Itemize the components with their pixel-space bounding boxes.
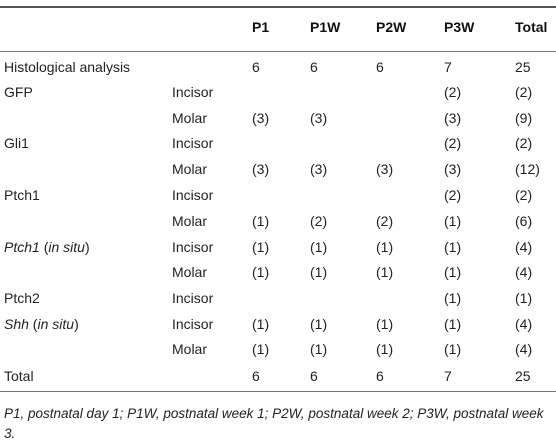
cell-total: 25 — [515, 368, 531, 384]
cell-p1w: (3) — [310, 161, 328, 177]
cell-total: (4) — [515, 239, 533, 255]
table-footnote: P1, postnatal day 1; P1W, postnatal week… — [4, 406, 544, 441]
cell-total: (6) — [515, 213, 533, 229]
cell-p1w: (3) — [310, 110, 328, 126]
row-label: GFP — [4, 84, 33, 100]
row-label-method: (in situ) — [28, 316, 79, 332]
header-p1: P1 — [252, 19, 270, 35]
row-sublabel: Molar — [172, 264, 208, 280]
cell-p1w: (2) — [310, 213, 328, 229]
cell-p1w: (1) — [310, 316, 328, 332]
header-p2w: P2W — [376, 19, 407, 35]
cell-p1w: (1) — [310, 341, 328, 357]
cell-p3w: (1) — [444, 290, 462, 306]
row-sublabel: Incisor — [172, 239, 214, 255]
table-row: Molar (1) (1) (1) (1) (4) — [0, 260, 556, 284]
cell-p3w: 7 — [444, 59, 452, 75]
cell-p2w: (1) — [376, 239, 394, 255]
table-top-rule — [0, 6, 556, 8]
row-label: Total — [4, 368, 34, 384]
cell-p3w: (3) — [444, 161, 462, 177]
cell-p1: (1) — [252, 239, 270, 255]
row-label-gene: Shh — [4, 316, 29, 332]
cell-p1: (1) — [252, 341, 270, 357]
row-label: Gli1 — [4, 135, 29, 151]
cell-p2w: 6 — [376, 59, 384, 75]
cell-total: (1) — [515, 290, 533, 306]
cell-total: (12) — [515, 161, 540, 177]
cell-p3w: (1) — [444, 341, 462, 357]
cell-total: (4) — [515, 316, 533, 332]
row-sublabel: Incisor — [172, 135, 214, 151]
row-sublabel: Molar — [172, 161, 208, 177]
cell-p1w: (1) — [310, 264, 328, 280]
cell-p2w: (3) — [376, 161, 394, 177]
cell-total: 25 — [515, 59, 531, 75]
cell-p1w: (1) — [310, 239, 328, 255]
cell-p1: (3) — [252, 110, 270, 126]
header-p1w: P1W — [310, 19, 341, 35]
cell-p1: (1) — [252, 316, 270, 332]
table-bottom-rule — [0, 391, 556, 392]
cell-p2w: (1) — [376, 316, 394, 332]
row-label-gene: Ptch1 — [4, 239, 40, 255]
table-row: GFP Incisor (2) (2) — [0, 80, 556, 104]
header-p3w: P3W — [444, 19, 475, 35]
table-row: Ptch2 Incisor (1) (1) — [0, 286, 556, 310]
cell-p3w: (2) — [444, 84, 462, 100]
row-sublabel: Molar — [172, 341, 208, 357]
header-divider — [0, 51, 556, 52]
cell-p2w: (1) — [376, 341, 394, 357]
cell-p1: (3) — [252, 161, 270, 177]
cell-p1w: 6 — [310, 59, 318, 75]
cell-total: (4) — [515, 264, 533, 280]
row-sublabel: Incisor — [172, 290, 214, 306]
cell-p3w: (3) — [444, 110, 462, 126]
cell-p2w: (1) — [376, 264, 394, 280]
table-row: Molar (1) (2) (2) (1) (6) — [0, 209, 556, 233]
row-label: Shh (in situ) — [4, 312, 79, 336]
row-label: Ptch2 — [4, 290, 40, 306]
cell-p1: (1) — [252, 213, 270, 229]
cell-p1w: 6 — [310, 368, 318, 384]
cell-p3w: (2) — [444, 187, 462, 203]
cell-total: (9) — [515, 110, 533, 126]
table-row: Histological analysis 6 6 6 7 25 — [0, 55, 556, 79]
cell-p1: (1) — [252, 264, 270, 280]
cell-total: (2) — [515, 135, 533, 151]
row-sublabel: Molar — [172, 110, 208, 126]
cell-p3w: (2) — [444, 135, 462, 151]
cell-p1: 6 — [252, 59, 260, 75]
row-sublabel: Incisor — [172, 316, 214, 332]
row-sublabel: Incisor — [172, 84, 214, 100]
table-row: Molar (3) (3) (3) (3) (12) — [0, 157, 556, 181]
row-label-method: (in situ) — [39, 239, 90, 255]
row-label: Ptch1 — [4, 187, 40, 203]
row-sublabel: Molar — [172, 213, 208, 229]
row-sublabel: Incisor — [172, 187, 214, 203]
cell-total: (2) — [515, 84, 533, 100]
cell-total: (2) — [515, 187, 533, 203]
cell-p3w: (1) — [444, 213, 462, 229]
table-row: Ptch1 Incisor (2) (2) — [0, 183, 556, 207]
table-header-row: P1 P1W P2W P3W Total — [0, 15, 556, 39]
table-row: Gli1 Incisor (2) (2) — [0, 131, 556, 155]
cell-p3w: 7 — [444, 368, 452, 384]
cell-p2w: 6 — [376, 368, 384, 384]
table-row: Molar (3) (3) (3) (9) — [0, 106, 556, 130]
table-row: Ptch1 (in situ) Incisor (1) (1) (1) (1) (4) — [0, 235, 556, 259]
table-row: Shh (in situ) Incisor (1) (1) (1) (1) (4) — [0, 312, 556, 336]
row-label: Histological analysis — [4, 59, 131, 75]
cell-total: (4) — [515, 341, 533, 357]
table-row: Total 6 6 6 7 25 — [0, 364, 556, 388]
cell-p3w: (1) — [444, 264, 462, 280]
cell-p1: 6 — [252, 368, 260, 384]
row-label: Ptch1 (in situ) — [4, 235, 90, 259]
table-row: Molar (1) (1) (1) (1) (4) — [0, 337, 556, 361]
cell-p2w: (2) — [376, 213, 394, 229]
header-total: Total — [515, 19, 548, 35]
cell-p3w: (1) — [444, 316, 462, 332]
cell-p3w: (1) — [444, 239, 462, 255]
